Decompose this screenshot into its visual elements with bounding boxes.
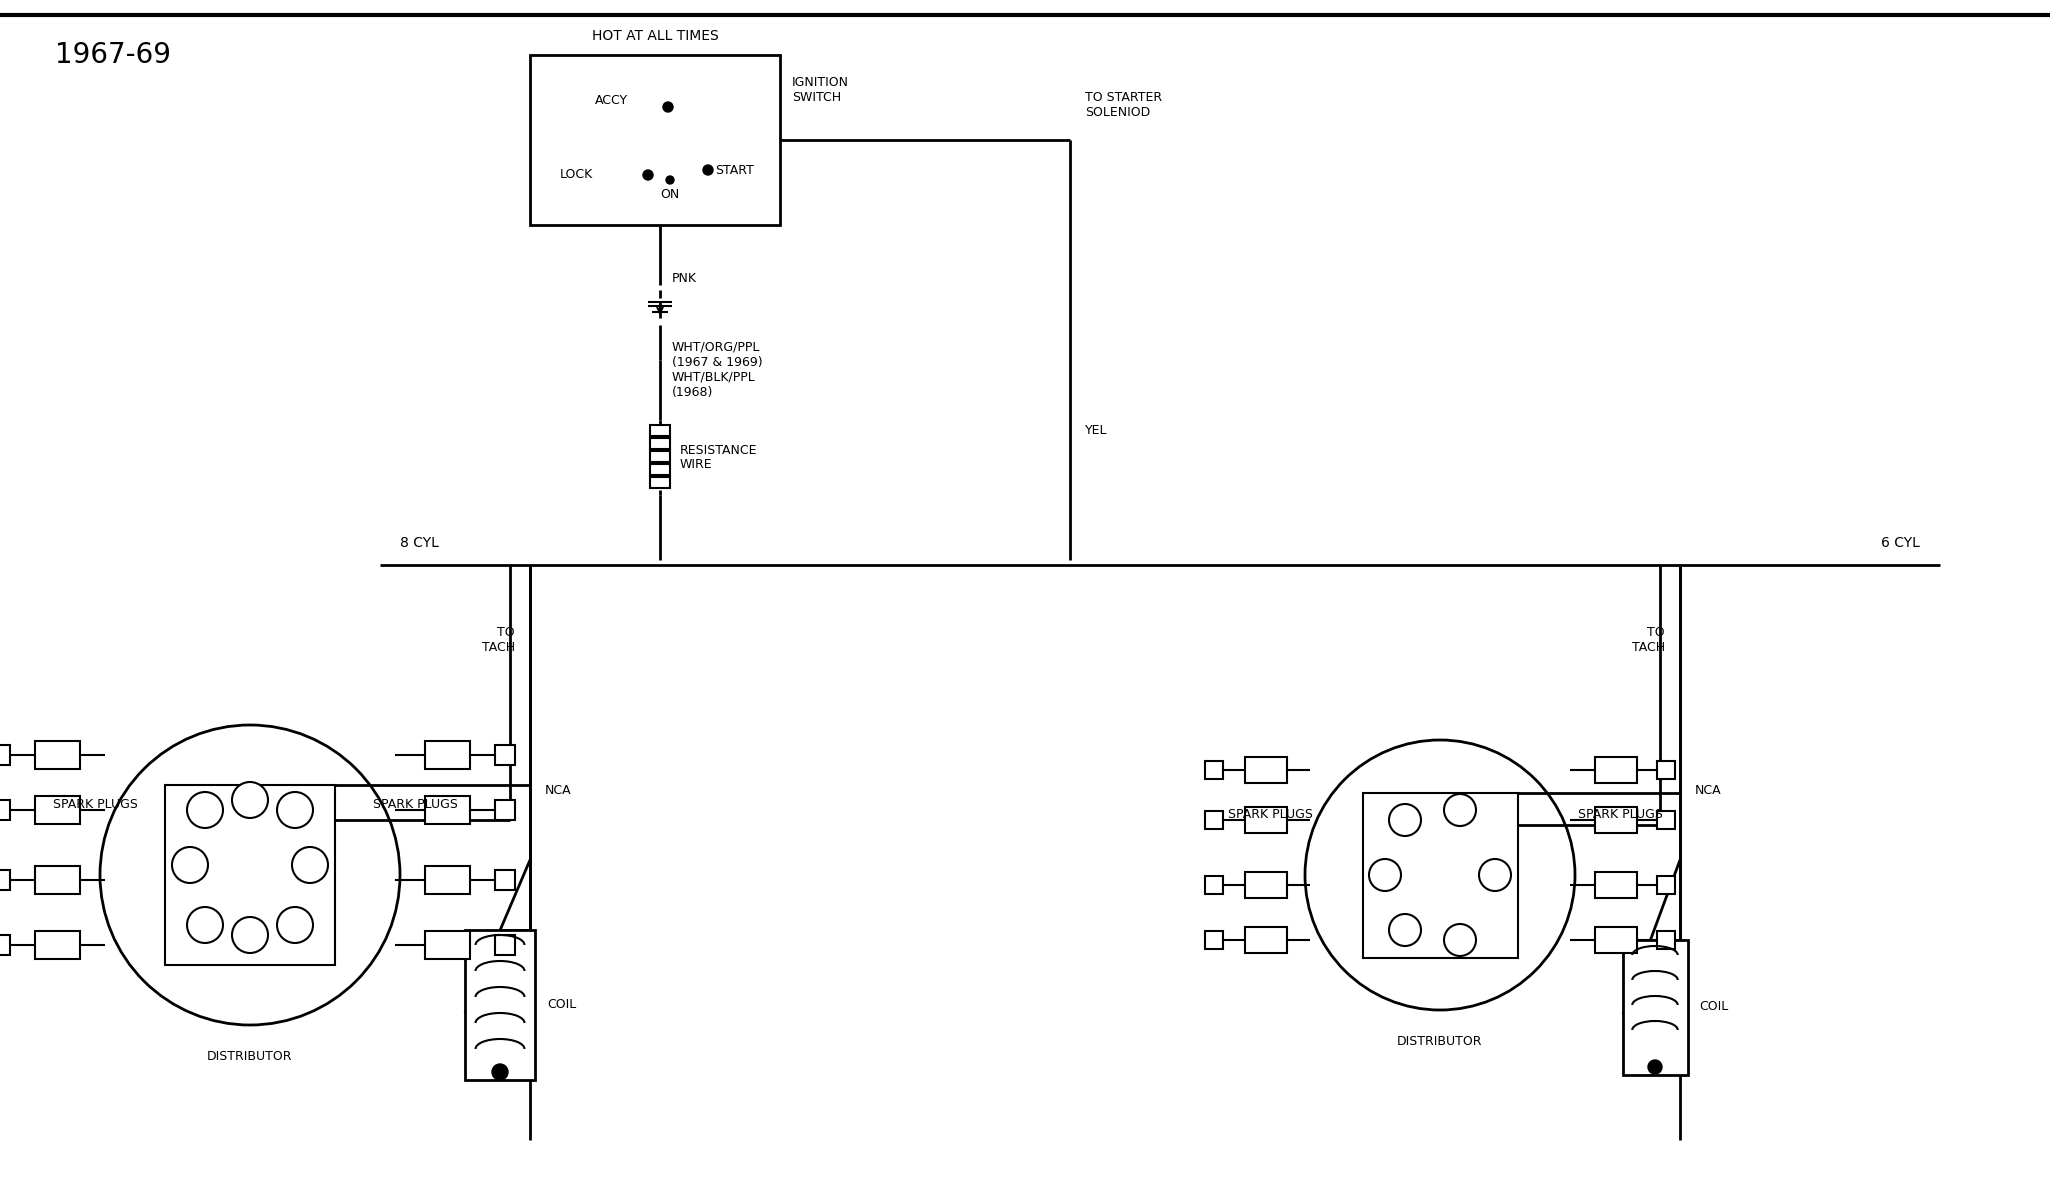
- Text: YEL: YEL: [1084, 424, 1107, 437]
- Bar: [424, 741, 469, 769]
- Circle shape: [644, 169, 654, 180]
- Circle shape: [703, 165, 713, 175]
- Text: RESISTANCE
WIRE: RESISTANCE WIRE: [681, 444, 758, 471]
- Bar: [1244, 806, 1287, 833]
- Bar: [1656, 931, 1675, 948]
- Bar: [1595, 872, 1638, 898]
- Text: SPARK PLUGS: SPARK PLUGS: [1228, 809, 1312, 822]
- Bar: [494, 935, 515, 956]
- Circle shape: [1478, 859, 1511, 891]
- Text: ON: ON: [660, 188, 679, 202]
- Bar: [0, 935, 10, 956]
- Bar: [494, 744, 515, 765]
- Bar: [1244, 758, 1287, 783]
- Bar: [1205, 811, 1224, 829]
- Bar: [531, 55, 779, 225]
- Bar: [35, 796, 80, 824]
- Circle shape: [187, 792, 223, 828]
- Circle shape: [1306, 740, 1574, 1010]
- Text: TO
TACH: TO TACH: [1632, 626, 1665, 654]
- Bar: [1595, 927, 1638, 953]
- Text: COIL: COIL: [547, 999, 576, 1012]
- Bar: [0, 801, 10, 820]
- Text: LOCK: LOCK: [560, 168, 592, 181]
- Bar: [1205, 931, 1224, 948]
- Bar: [164, 785, 334, 965]
- Text: SPARK PLUGS: SPARK PLUGS: [373, 798, 457, 811]
- Bar: [35, 741, 80, 769]
- Bar: [494, 801, 515, 820]
- Bar: [494, 870, 515, 890]
- Text: NCA: NCA: [545, 784, 572, 797]
- Circle shape: [1443, 925, 1476, 956]
- Bar: [650, 425, 670, 435]
- Bar: [650, 438, 670, 449]
- Circle shape: [277, 907, 314, 942]
- Text: NCA: NCA: [1695, 784, 1722, 797]
- Bar: [35, 866, 80, 894]
- Bar: [650, 477, 670, 488]
- Bar: [1656, 811, 1675, 829]
- Text: 6 CYL: 6 CYL: [1882, 536, 1921, 550]
- Bar: [1595, 806, 1638, 833]
- Circle shape: [662, 101, 672, 112]
- Circle shape: [187, 907, 223, 942]
- Bar: [1363, 793, 1517, 958]
- Text: TO STARTER
SOLENIOD: TO STARTER SOLENIOD: [1084, 91, 1162, 119]
- Bar: [0, 870, 10, 890]
- Text: IGNITION
SWITCH: IGNITION SWITCH: [791, 76, 849, 104]
- Circle shape: [1390, 804, 1421, 836]
- Text: 1967-69: 1967-69: [55, 41, 170, 69]
- Circle shape: [1648, 1061, 1663, 1074]
- Text: PNK: PNK: [672, 272, 697, 284]
- Bar: [424, 866, 469, 894]
- Circle shape: [666, 177, 674, 184]
- Bar: [1205, 761, 1224, 779]
- Text: START: START: [715, 163, 754, 177]
- Text: COIL: COIL: [1699, 1001, 1728, 1014]
- Circle shape: [100, 725, 400, 1025]
- Text: DISTRIBUTOR: DISTRIBUTOR: [1398, 1036, 1482, 1047]
- Text: SPARK PLUGS: SPARK PLUGS: [53, 798, 137, 811]
- Text: ACCY: ACCY: [594, 93, 627, 106]
- Bar: [1656, 761, 1675, 779]
- Bar: [424, 796, 469, 824]
- Bar: [1624, 940, 1687, 1075]
- Bar: [424, 931, 469, 959]
- Bar: [1244, 927, 1287, 953]
- Circle shape: [232, 917, 269, 953]
- Text: DISTRIBUTOR: DISTRIBUTOR: [207, 1050, 293, 1063]
- Bar: [650, 464, 670, 475]
- Circle shape: [1369, 859, 1400, 891]
- Bar: [1656, 876, 1675, 894]
- Circle shape: [232, 781, 269, 818]
- Text: WHT/ORG/PPL
(1967 & 1969)
WHT/BLK/PPL
(1968): WHT/ORG/PPL (1967 & 1969) WHT/BLK/PPL (1…: [672, 341, 763, 398]
- Circle shape: [277, 792, 314, 828]
- Circle shape: [172, 847, 207, 883]
- Text: 8 CYL: 8 CYL: [400, 536, 439, 550]
- Text: TO
TACH: TO TACH: [482, 626, 515, 654]
- Circle shape: [1390, 914, 1421, 946]
- Text: SPARK PLUGS: SPARK PLUGS: [1578, 809, 1663, 822]
- Circle shape: [1443, 795, 1476, 826]
- Bar: [35, 931, 80, 959]
- Circle shape: [291, 847, 328, 883]
- Bar: [650, 451, 670, 462]
- Bar: [0, 744, 10, 765]
- Bar: [465, 931, 535, 1080]
- Circle shape: [492, 1064, 508, 1080]
- Text: HOT AT ALL TIMES: HOT AT ALL TIMES: [592, 29, 717, 43]
- Bar: [1205, 876, 1224, 894]
- Bar: [1595, 758, 1638, 783]
- Bar: [1244, 872, 1287, 898]
